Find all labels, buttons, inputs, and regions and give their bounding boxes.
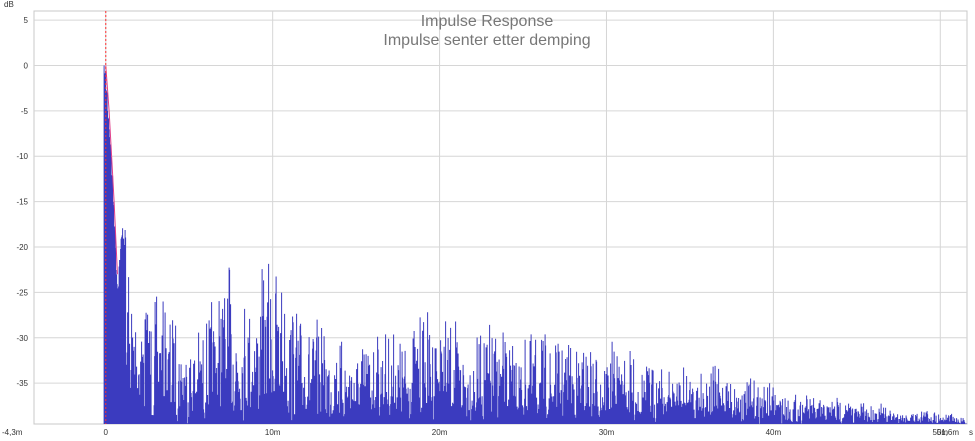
- y-tick-label: -25: [16, 288, 28, 297]
- plot-area: [33, 10, 968, 425]
- y-tick-label: 5: [24, 16, 29, 25]
- y-tick-label: -20: [16, 243, 28, 252]
- y-tick-label: -30: [16, 334, 28, 343]
- y-axis-ticks: 5 0 -5 -10 -15 -20 -25 -30 -35: [16, 16, 28, 388]
- x-tick-label: -4,3m: [2, 428, 23, 437]
- chart-subtitle: Impulse senter etter demping: [383, 32, 590, 49]
- x-axis-unit: s: [969, 428, 973, 437]
- y-tick-label: 0: [24, 61, 29, 70]
- x-tick-label: 20m: [432, 428, 448, 437]
- x-tick-label: 0: [104, 428, 109, 437]
- y-axis-unit: dB: [4, 0, 14, 9]
- y-tick-label: -35: [16, 379, 28, 388]
- impulse-series: [103, 65, 968, 424]
- impulse-spikes: [103, 65, 968, 424]
- impulse-peak-outline: [105, 65, 118, 275]
- y-tick-label: -5: [21, 107, 29, 116]
- y-tick-label: -15: [16, 198, 28, 207]
- x-tick-label: 51,6m: [937, 428, 960, 437]
- chart-title: Impulse Response: [421, 13, 554, 30]
- grid: [34, 11, 967, 424]
- x-tick-label: 30m: [599, 428, 615, 437]
- y-tick-label: -10: [16, 152, 28, 161]
- x-tick-label: 50m: [933, 428, 949, 437]
- x-tick-label: 40m: [766, 428, 782, 437]
- x-tick-label: 10m: [265, 428, 281, 437]
